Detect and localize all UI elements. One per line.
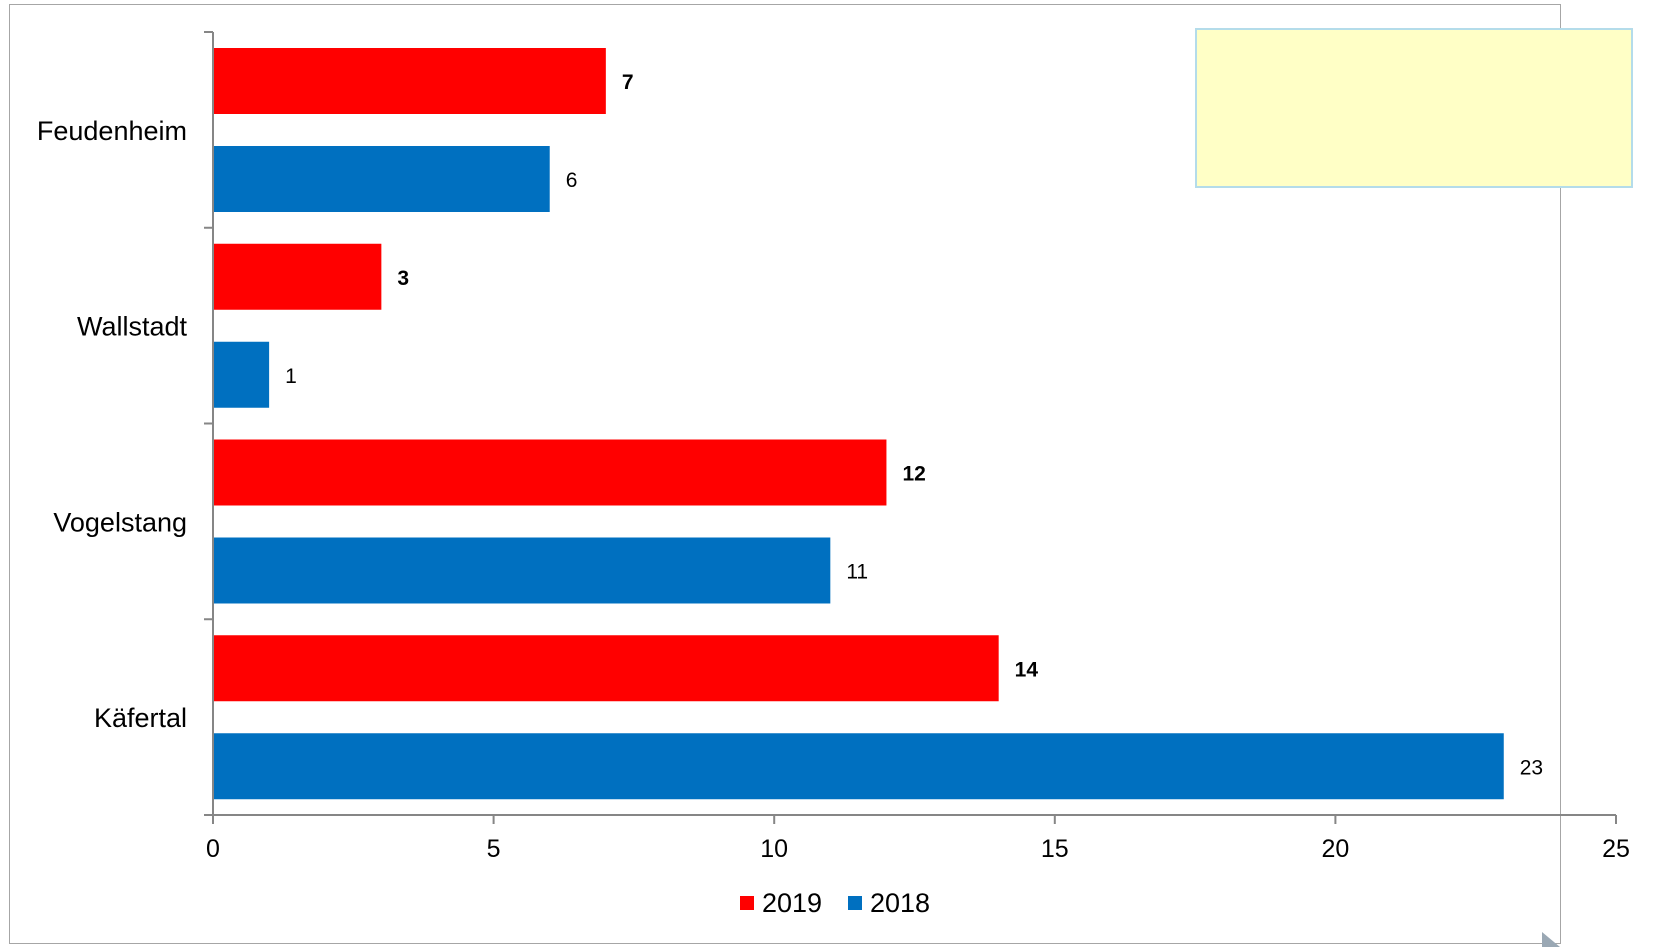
data-label: 23	[1520, 756, 1543, 779]
legend-label: 2019	[762, 888, 822, 918]
data-label: 6	[566, 169, 578, 192]
category-label: Feudenheim	[37, 116, 187, 146]
data-label: 1	[285, 365, 297, 388]
legend-swatch-2018	[848, 896, 862, 910]
plot-area: 7 6 3 1 12 11 14 23	[213, 48, 1543, 800]
x-tick-label: 10	[760, 835, 788, 863]
bar-2019	[213, 439, 887, 506]
bar-2018	[213, 733, 1504, 800]
note-box	[1195, 28, 1633, 188]
bar-2019	[213, 243, 382, 310]
bar-2018	[213, 537, 831, 604]
data-label: 7	[622, 71, 634, 94]
category-label: Käfertal	[94, 703, 187, 733]
data-label: 3	[397, 267, 409, 290]
data-label: 14	[1015, 658, 1039, 681]
category-label: Wallstadt	[77, 312, 188, 342]
x-tick-label: 5	[487, 835, 501, 863]
bar-2019	[213, 48, 606, 114]
axes: Feudenheim Wallstadt Vogelstang Käfertal 0 5 1…	[37, 31, 1630, 947]
x-tick-label: 0	[206, 835, 220, 863]
bar-2018	[213, 146, 550, 212]
legend: 2019 2018	[740, 888, 930, 918]
chart-frame	[9, 4, 1561, 944]
legend-swatch-2019	[740, 896, 754, 910]
legend-label: 2018	[870, 888, 930, 918]
x-tick-label: 15	[1041, 835, 1069, 863]
category-label: Vogelstang	[53, 507, 187, 537]
bar-2018	[213, 341, 270, 408]
x-tick-label: 25	[1602, 835, 1630, 863]
bar-2019	[213, 635, 999, 702]
data-label: 11	[846, 561, 868, 584]
x-tick-label: 20	[1321, 835, 1349, 863]
data-label: 12	[902, 463, 925, 486]
corner-marker	[1542, 932, 1560, 947]
